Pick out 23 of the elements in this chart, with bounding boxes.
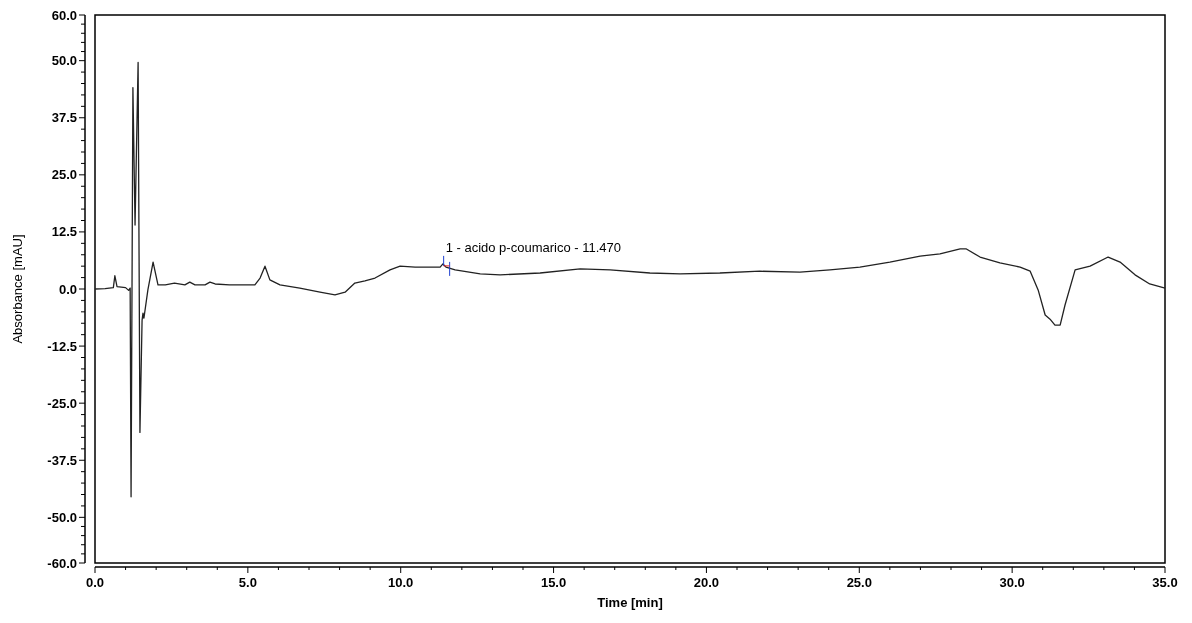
annotation: 1 - acido p-coumarico - 11.470	[445, 239, 622, 255]
line-series	[94, 61, 1166, 498]
y-tick-label: -12.5	[47, 338, 77, 354]
x-tick-label: 25.0	[846, 575, 872, 590]
y-tick-label: 37.5	[51, 110, 77, 126]
x-axis-title: Time [min]	[597, 595, 663, 610]
y-tick-label: -37.5	[47, 452, 77, 468]
y-tick-label: 12.5	[51, 224, 77, 240]
x-tick-label: 35.0	[1152, 575, 1178, 590]
x-tick-label: 5.0	[238, 575, 257, 590]
x-tick-label: 20.0	[693, 575, 720, 590]
y-tick-label: 25.0	[51, 167, 77, 183]
y-tick-label: -25.0	[47, 395, 77, 411]
y-tick-label: 0.0	[58, 281, 77, 297]
y-axis-title: Absorbance [mAU]	[10, 234, 25, 344]
y-tick-label: -50.0	[47, 509, 77, 525]
x-tick-label: 0.0	[85, 575, 105, 590]
x-tick-label: 30.0	[999, 575, 1025, 590]
x-tick-label: 15.0	[540, 575, 567, 590]
x-tick-label: 10.0	[388, 575, 414, 590]
y-tick-label: -60.0	[47, 555, 77, 571]
y-tick-label: 60.0	[51, 7, 77, 23]
y-tick-label: 50.0	[51, 53, 77, 69]
